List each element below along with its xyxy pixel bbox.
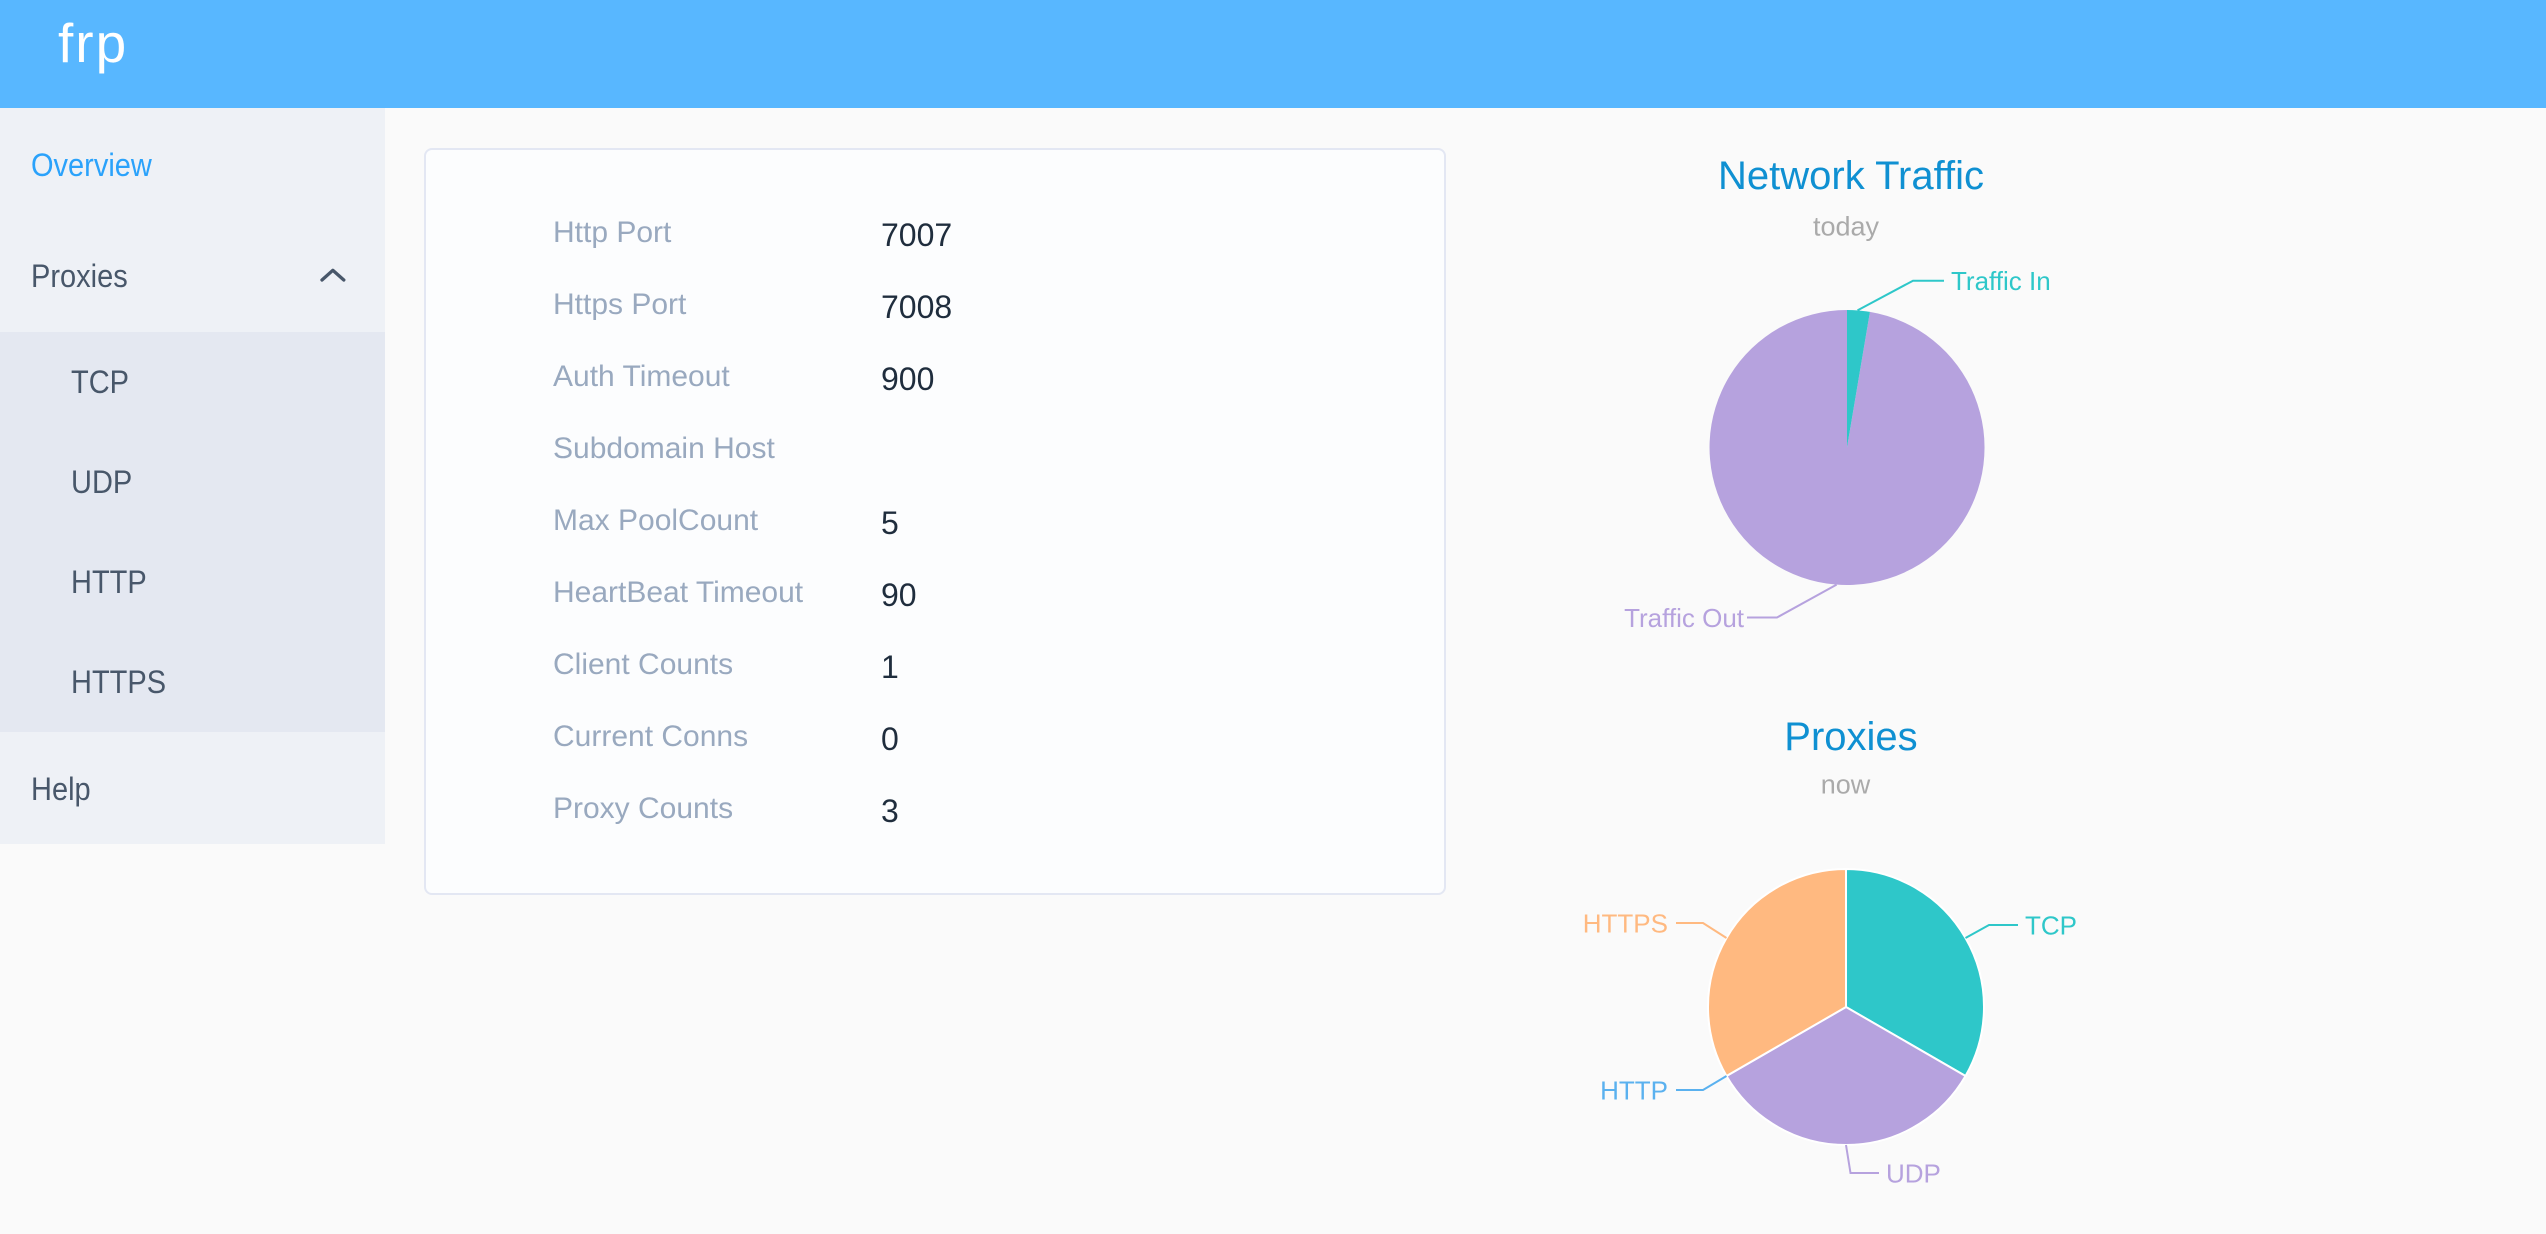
svg-text:HTTPS: HTTPS <box>1583 908 1668 938</box>
svg-text:Traffic In: Traffic In <box>1951 266 2051 296</box>
svg-text:Network Traffic: Network Traffic <box>1718 154 1984 198</box>
svg-text:HTTP: HTTP <box>1600 1075 1668 1105</box>
svg-text:today: today <box>1813 212 1880 242</box>
svg-text:Traffic Out: Traffic Out <box>1624 603 1745 633</box>
svg-text:now: now <box>1821 770 1871 800</box>
svg-text:Proxies: Proxies <box>1784 715 1917 759</box>
svg-text:UDP: UDP <box>1886 1158 1941 1188</box>
svg-text:TCP: TCP <box>2025 910 2077 940</box>
